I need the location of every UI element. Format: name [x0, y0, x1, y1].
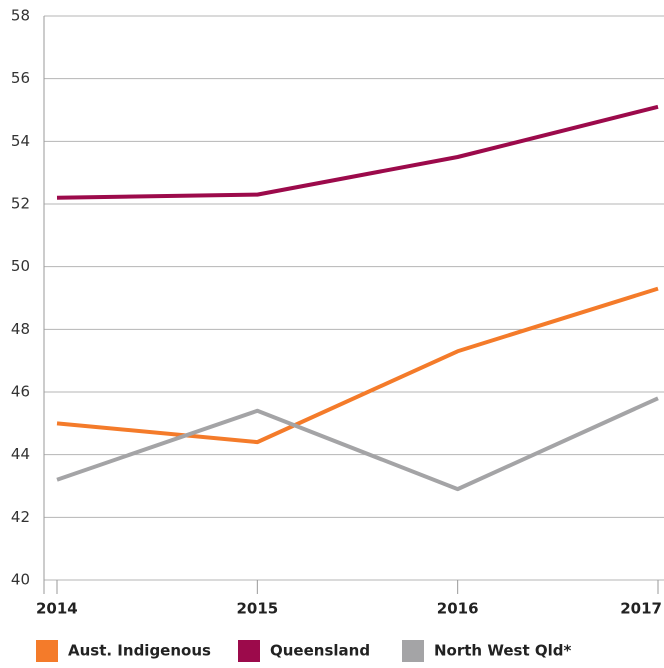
series-line: [56, 104, 659, 200]
legend-swatch: [36, 640, 58, 662]
x-tick-label: 2015: [236, 600, 278, 618]
legend-swatch: [402, 640, 424, 662]
y-tick-label: 46: [11, 383, 30, 401]
series-line: [56, 286, 659, 445]
y-tick-label: 50: [11, 257, 30, 275]
y-tick-label: 52: [11, 195, 30, 213]
y-tick-label: 54: [11, 132, 30, 150]
y-tick-label: 40: [11, 571, 30, 589]
y-tick-label: 44: [11, 445, 30, 463]
series-line: [56, 396, 659, 492]
legend-label: Aust. Indigenous: [68, 642, 211, 660]
x-tick-label: 2017: [620, 600, 662, 618]
x-tick-label: 2014: [36, 600, 78, 618]
y-tick-label: 48: [11, 320, 30, 338]
legend-label: Queensland: [270, 642, 370, 660]
legend-swatch: [238, 640, 260, 662]
legend-label: North West Qld*: [434, 642, 571, 660]
x-tick-label: 2016: [437, 600, 479, 618]
y-tick-label: 58: [11, 7, 30, 25]
y-tick-label: 56: [11, 69, 30, 87]
y-tick-label: 42: [11, 508, 30, 526]
